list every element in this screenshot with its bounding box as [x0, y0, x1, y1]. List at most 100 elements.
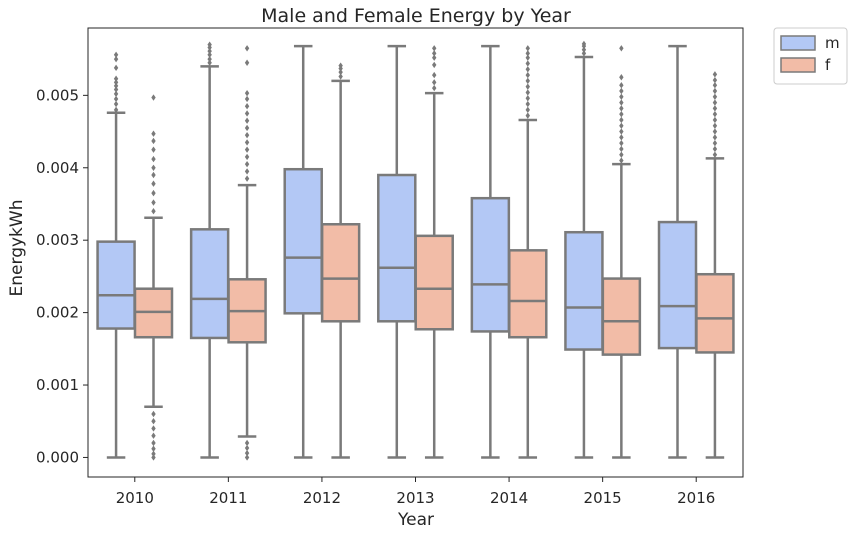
outlier-point [113, 64, 119, 72]
outlier-point [207, 55, 212, 63]
outlier-point [244, 439, 250, 447]
outlier-point [432, 84, 437, 92]
outlier-point [244, 124, 250, 132]
box-f-2015 [601, 45, 642, 459]
outlier-point [619, 105, 624, 112]
outlier-point [712, 128, 718, 135]
outlier-point [432, 71, 437, 79]
outlier-point [619, 116, 624, 124]
outlier-point [525, 71, 530, 79]
outlier-point [151, 130, 156, 137]
outlier-point [619, 82, 624, 89]
outlier-point [432, 45, 437, 52]
outlier-point [244, 45, 250, 52]
outlier-point [151, 180, 156, 187]
outlier-point [207, 47, 212, 55]
legend-swatch-f [780, 57, 816, 73]
iqr-box [320, 223, 361, 323]
box-m-2016 [657, 44, 698, 459]
legend: mf [773, 27, 848, 85]
outlier-point [151, 199, 156, 206]
outlier-point [113, 79, 119, 86]
outlier-point [338, 68, 343, 76]
y-tick-label: 0.000 [36, 448, 79, 466]
outlier-point [712, 99, 718, 106]
outlier-point [151, 425, 156, 432]
y-axis-label: EnergykWh [7, 200, 27, 297]
outlier-point [525, 60, 530, 67]
box-m-2013 [377, 44, 417, 459]
x-axis-ticks: 2010 2011 2012 2013 2014 2015 2016 [116, 477, 715, 507]
outlier-point [619, 93, 624, 100]
outlier-point [151, 450, 156, 458]
outlier-point [619, 122, 624, 129]
box-f-2016 [695, 71, 735, 459]
outlier-point [244, 59, 250, 66]
outlier-point [712, 105, 718, 112]
outlier-point [712, 116, 718, 124]
outlier-point [244, 131, 250, 139]
outlier-point [432, 50, 437, 57]
outlier-point [525, 54, 530, 61]
outlier-point [712, 145, 718, 153]
iqr-box [283, 167, 323, 315]
outlier-point [151, 445, 156, 452]
y-tick-label: 0.004 [36, 159, 79, 177]
outlier-point [113, 75, 119, 82]
box-series-group [96, 40, 735, 461]
outlier-point [581, 40, 587, 48]
x-tick-label: 2011 [209, 489, 247, 507]
outlier-point [151, 410, 156, 418]
outlier-point [113, 95, 119, 103]
iqr-box [695, 272, 735, 354]
y-tick-label: 0.003 [36, 231, 79, 249]
outlier-point [712, 122, 718, 129]
iqr-box [189, 228, 230, 340]
outlier-point [525, 66, 530, 73]
outlier-point [712, 139, 718, 147]
outlier-point [113, 100, 119, 108]
outlier-point [619, 151, 624, 158]
outlier-point [244, 449, 250, 457]
outlier-point [525, 83, 530, 90]
iqr-box [601, 277, 642, 356]
outlier-point [244, 89, 250, 97]
outlier-point [151, 155, 156, 163]
box-m-2015 [564, 40, 604, 459]
outlier-point [619, 128, 624, 135]
outlier-point [525, 89, 530, 96]
chart-title: Male and Female Energy by Year [261, 5, 571, 27]
iqr-box [564, 230, 604, 351]
box-f-2014 [508, 45, 548, 459]
outlier-point [619, 157, 624, 164]
y-tick-label: 0.005 [36, 86, 79, 104]
iqr-box [96, 240, 136, 330]
box-f-2013 [414, 45, 454, 459]
outlier-point [712, 93, 718, 100]
box-m-2011 [189, 41, 230, 459]
outlier-point [151, 164, 156, 171]
y-axis-ticks: 0.000 0.001 0.002 0.003 0.004 0.005 [36, 86, 88, 466]
outlier-point [712, 87, 718, 95]
iqr-box [508, 249, 548, 339]
outlier-point [525, 95, 530, 102]
outlier-point [581, 46, 587, 53]
outlier-point [619, 74, 624, 81]
y-tick-label: 0.001 [36, 376, 79, 394]
x-tick-label: 2014 [490, 489, 528, 507]
outlier-point [151, 439, 156, 447]
box-f-2010 [133, 94, 174, 461]
iqr-box [414, 234, 454, 331]
iqr-box [657, 220, 698, 350]
outlier-point [525, 112, 530, 119]
outlier-point [113, 82, 119, 90]
x-tick-label: 2010 [116, 489, 154, 507]
legend-swatch-m [780, 35, 816, 51]
outlier-point [113, 51, 119, 58]
outlier-point [619, 139, 624, 147]
legend-label-m: m [825, 34, 840, 52]
outlier-point [712, 151, 718, 158]
outlier-point [151, 208, 156, 215]
box-f-2011 [227, 45, 267, 461]
